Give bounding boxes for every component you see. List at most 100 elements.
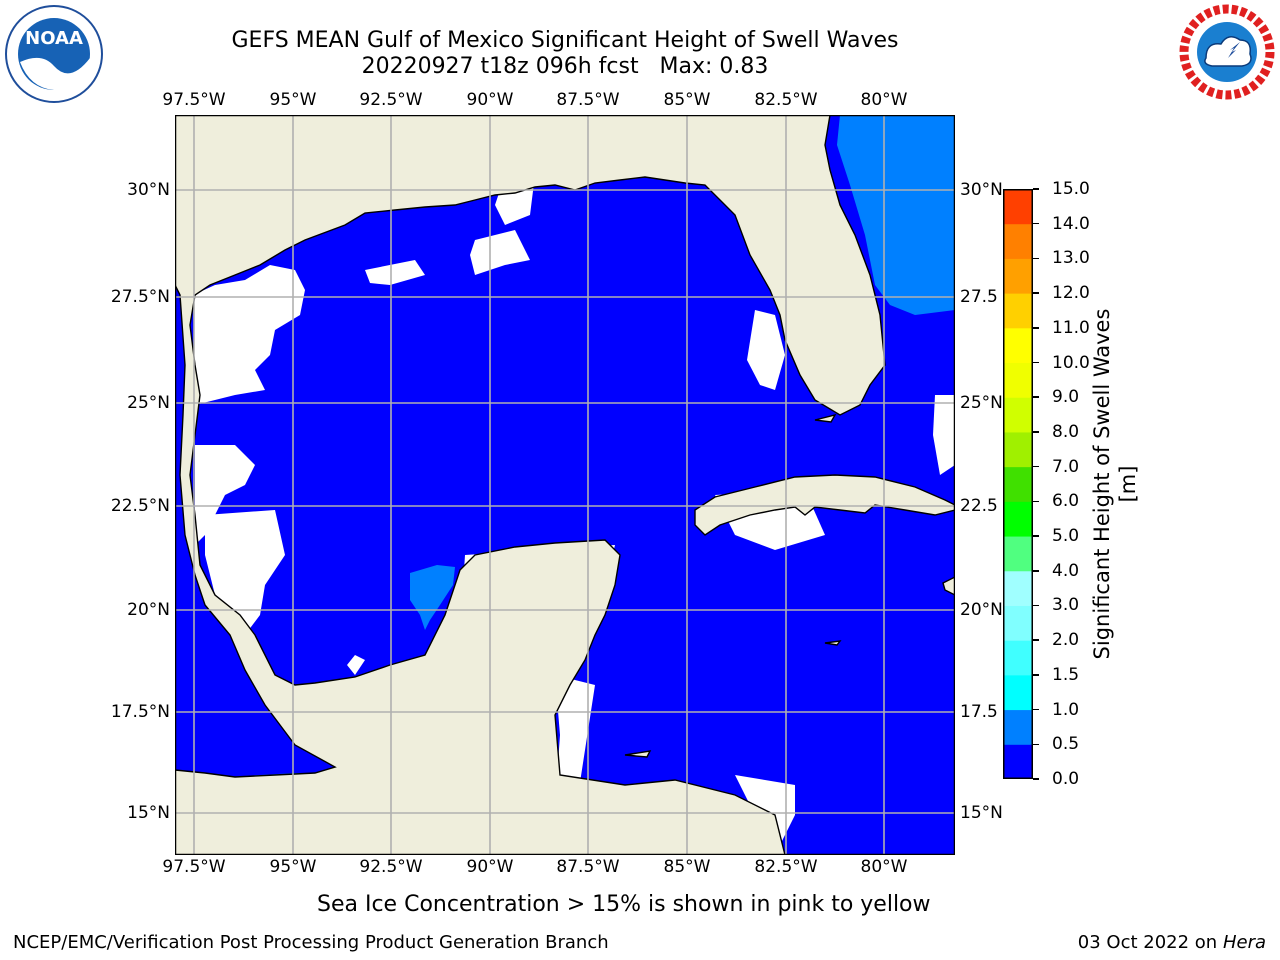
colorbar-segment bbox=[1003, 640, 1033, 676]
lat-tick-left: 20°N bbox=[127, 600, 170, 620]
colorbar-tick-label: 7.0 bbox=[1052, 456, 1080, 477]
colorbar-tick bbox=[1033, 778, 1039, 780]
lon-tick-top: 82.5°W bbox=[754, 90, 818, 110]
colorbar-segment bbox=[1003, 501, 1033, 537]
colorbar-tick bbox=[1033, 743, 1039, 746]
colorbar-tick-label: 14.0 bbox=[1052, 213, 1090, 234]
lat-tick-left: 30°N bbox=[127, 180, 170, 200]
colorbar-tick bbox=[1033, 361, 1039, 364]
map-frame bbox=[174, 114, 956, 856]
lat-tick-right: 20°N bbox=[960, 600, 1003, 620]
lon-tick-top: 87.5°W bbox=[556, 90, 620, 110]
colorbar-segment bbox=[1003, 258, 1033, 294]
map-svg bbox=[174, 114, 956, 856]
colorbar-tick bbox=[1033, 431, 1039, 433]
colorbar-tick bbox=[1033, 604, 1039, 607]
colorbar-frame bbox=[1003, 189, 1033, 779]
nws-logo bbox=[1176, 2, 1278, 102]
lon-tick-bottom: 92.5°W bbox=[359, 857, 423, 877]
colorbar-tick bbox=[1033, 500, 1039, 503]
lon-tick-bottom: 87.5°W bbox=[556, 857, 620, 877]
colorbar-tick bbox=[1033, 257, 1039, 260]
colorbar-tick-label: 12.0 bbox=[1052, 283, 1090, 304]
lat-tick-right: 22.5 bbox=[960, 496, 998, 516]
colorbar-segment bbox=[1003, 397, 1033, 433]
chart-title: GEFS MEAN Gulf of Mexico Significant Hei… bbox=[231, 28, 899, 53]
colorbar-tick bbox=[1033, 292, 1039, 294]
campeche-swell-area bbox=[410, 565, 455, 630]
lon-tick-top: 90°W bbox=[466, 90, 514, 110]
colorbar-tick bbox=[1033, 570, 1039, 572]
colorbar-tick-label: 0.5 bbox=[1052, 734, 1080, 755]
colorbar-segment bbox=[1003, 674, 1033, 711]
graticule bbox=[175, 115, 955, 855]
lon-tick-bottom: 82.5°W bbox=[754, 857, 818, 877]
sea-ice-caption: Sea Ice Concentration > 15% is shown in … bbox=[317, 892, 931, 917]
colorbar-tick bbox=[1033, 222, 1039, 225]
lon-tick-bottom: 85°W bbox=[663, 857, 711, 877]
footer-machine: Hera bbox=[1222, 932, 1266, 953]
noaa-logo-text: NOAA bbox=[25, 28, 83, 49]
map-panel bbox=[174, 114, 956, 856]
land bbox=[174, 114, 956, 856]
colorbar-segment bbox=[1003, 466, 1033, 502]
colorbar-tick-label: 1.5 bbox=[1052, 664, 1080, 685]
colorbar-segment bbox=[1003, 570, 1033, 606]
footer-date: 03 Oct 2022 on Hera bbox=[1078, 932, 1266, 954]
colorbar-tick-label: 10.0 bbox=[1052, 352, 1090, 373]
colorbar-segment bbox=[1003, 189, 1033, 225]
lat-tick-left: 15°N bbox=[127, 803, 170, 823]
lon-tick-top: 85°W bbox=[663, 90, 711, 110]
colorbar-tick-label: 0.0 bbox=[1052, 769, 1080, 789]
lon-tick-top: 92.5°W bbox=[359, 90, 423, 110]
colorbar-tick-label: 15.0 bbox=[1052, 179, 1090, 199]
lon-tick-bottom: 95°W bbox=[269, 857, 317, 877]
lon-tick-bottom: 90°W bbox=[466, 857, 514, 877]
lat-tick-right: 30°N bbox=[960, 180, 1003, 200]
colorbar-tick bbox=[1033, 639, 1039, 641]
atlantic-swell-area bbox=[837, 115, 955, 315]
colorbar-segment bbox=[1003, 744, 1033, 780]
colorbar-segment bbox=[1003, 293, 1033, 329]
colorbar bbox=[1003, 189, 1033, 780]
colorbar-tick bbox=[1033, 465, 1039, 468]
colorbar-tick-label: 9.0 bbox=[1052, 387, 1080, 408]
lon-tick-bottom: 97.5°W bbox=[162, 857, 226, 877]
lon-tick-top: 80°W bbox=[860, 90, 908, 110]
chart-subtitle: 20220927 t18z 096h fcst Max: 0.83 bbox=[361, 54, 769, 79]
noaa-logo: NOAA bbox=[4, 4, 104, 104]
lat-tick-right: 25°N bbox=[960, 393, 1003, 413]
colorbar-segment bbox=[1003, 431, 1033, 468]
footer-date-text: 03 Oct 2022 on bbox=[1077, 932, 1218, 953]
lat-tick-left: 27.5°N bbox=[110, 287, 170, 307]
colorbar-tick-label: 11.0 bbox=[1052, 317, 1090, 338]
colorbar-tick bbox=[1033, 188, 1039, 190]
colorbar-segment bbox=[1003, 709, 1033, 745]
colorbar-tick-label: 8.0 bbox=[1052, 421, 1080, 442]
lat-tick-right: 27.5 bbox=[960, 287, 998, 307]
lon-tick-top: 95°W bbox=[269, 90, 317, 110]
lat-tick-left: 25°N bbox=[127, 393, 170, 413]
colorbar-tick bbox=[1033, 535, 1039, 537]
colorbar-tick bbox=[1033, 327, 1039, 329]
lon-tick-bottom: 80°W bbox=[860, 857, 908, 877]
lon-tick-top: 97.5°W bbox=[162, 90, 226, 110]
colorbar-tick bbox=[1033, 674, 1039, 676]
lat-tick-right: 17.5 bbox=[960, 702, 998, 722]
colorbar-tick-label: 3.0 bbox=[1052, 595, 1080, 616]
lat-tick-right: 15°N bbox=[960, 803, 1003, 823]
colorbar-tick-label: 1.0 bbox=[1052, 699, 1080, 720]
lat-tick-left: 22.5°N bbox=[110, 496, 170, 516]
colorbar-tick-label: 4.0 bbox=[1052, 560, 1080, 581]
footer-branch: NCEP/EMC/Verification Post Processing Pr… bbox=[13, 932, 609, 953]
colorbar-svg bbox=[1003, 189, 1033, 780]
lat-tick-left: 17.5°N bbox=[110, 702, 170, 722]
colorbar-tick-label: 5.0 bbox=[1052, 526, 1080, 547]
colorbar-tick-label: 2.0 bbox=[1052, 630, 1080, 651]
colorbar-tick-label: 6.0 bbox=[1052, 491, 1080, 512]
colorbar-segment bbox=[1003, 605, 1033, 641]
colorbar-tick bbox=[1033, 708, 1039, 711]
colorbar-segment bbox=[1003, 327, 1033, 364]
colorbar-tick bbox=[1033, 396, 1039, 398]
colorbar-segment bbox=[1003, 362, 1033, 398]
